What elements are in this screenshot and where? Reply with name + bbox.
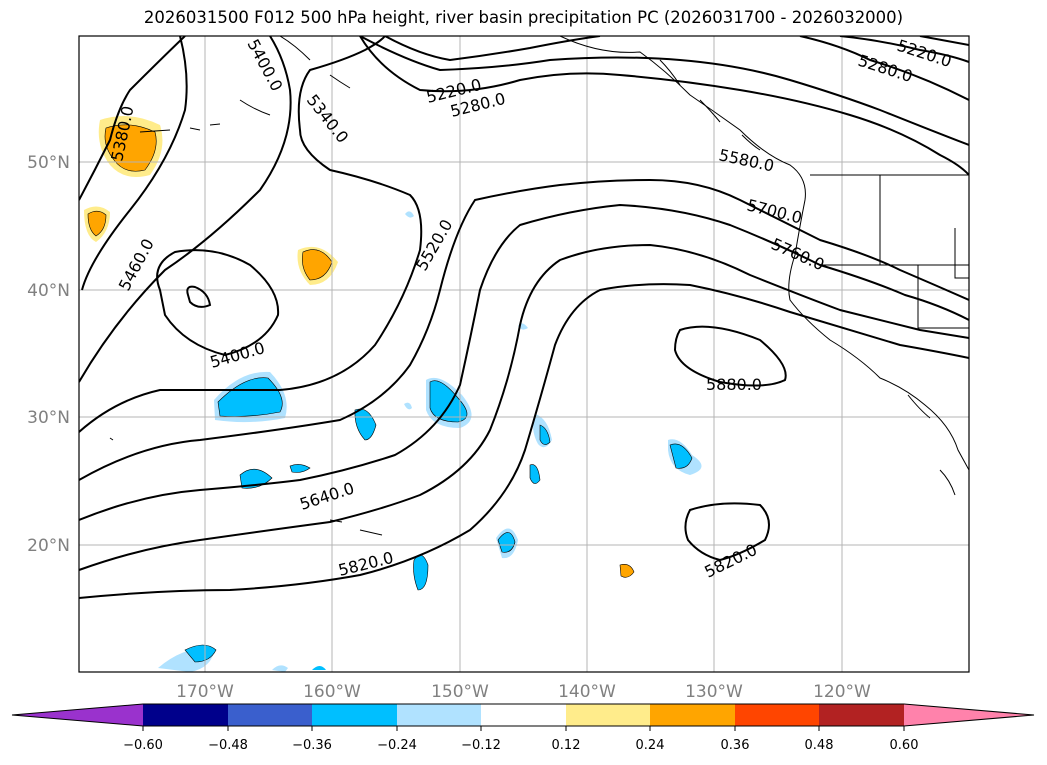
- height-contours: [79, 36, 969, 599]
- colorbar-tick: 0.24: [636, 738, 665, 753]
- colorbar-tick: −0.12: [461, 738, 501, 753]
- lon-label: 170°W: [176, 682, 234, 702]
- lon-label: 140°W: [558, 682, 616, 702]
- lon-label: 150°W: [431, 682, 489, 702]
- colorbar-segment: [650, 704, 735, 726]
- colorbar-segment: [566, 704, 650, 726]
- colorbar-segment: [481, 704, 566, 726]
- colorbar-segment: [735, 704, 819, 726]
- colorbar-segment: [312, 704, 397, 726]
- colorbar-segment: [904, 704, 1034, 726]
- longitude-labels: 170°W 160°W 150°W 140°W 130°W 120°W: [176, 682, 871, 702]
- colorbar: −0.60 −0.48 −0.36 −0.24 −0.12 0.12 0.24 …: [11, 703, 1035, 753]
- colorbar-segment: [12, 704, 143, 726]
- colorbar-segment: [819, 704, 904, 726]
- colorbar-tick: −0.48: [208, 738, 248, 753]
- lat-label: 20°N: [27, 536, 70, 556]
- colorbar-tick: 0.12: [552, 738, 581, 753]
- map-frame: [78, 35, 970, 673]
- colorbar-tick: 0.48: [805, 738, 834, 753]
- colorbar-tick: 0.36: [721, 738, 750, 753]
- colorbar-tick: 0.60: [890, 738, 919, 753]
- map-title: 2026031500 F012 500 hPa height, river ba…: [143, 8, 904, 27]
- lat-label: 30°N: [27, 408, 70, 428]
- colorbar-tick: −0.36: [292, 738, 332, 753]
- colorbar-segment: [143, 704, 228, 726]
- latitude-labels: 50°N 40°N 30°N 20°N: [27, 153, 70, 556]
- colorbar-tick: −0.60: [123, 738, 163, 753]
- lon-label: 130°W: [685, 682, 743, 702]
- graticule: [79, 36, 969, 672]
- colorbar-segment: [228, 704, 312, 726]
- colorbar-segment: [397, 704, 481, 726]
- contour-label: 5880.0: [706, 375, 762, 394]
- lon-label: 160°W: [303, 682, 361, 702]
- lat-label: 40°N: [27, 281, 70, 301]
- lon-label: 120°W: [813, 682, 871, 702]
- lat-label: 50°N: [27, 153, 70, 173]
- colorbar-tick: −0.24: [377, 738, 417, 753]
